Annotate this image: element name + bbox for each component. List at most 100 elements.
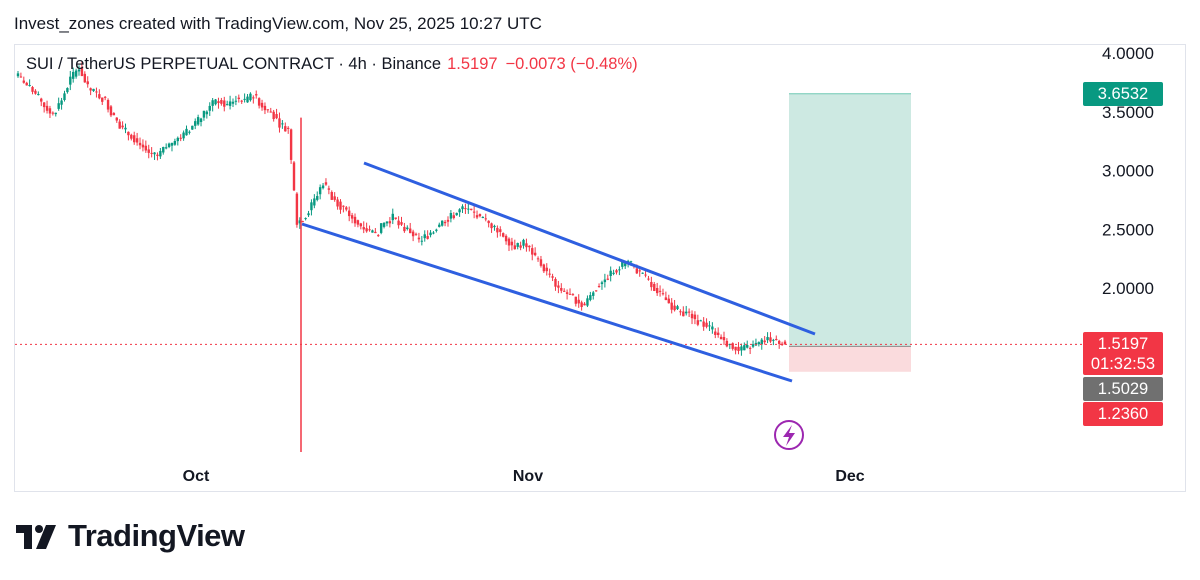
candle-body — [440, 220, 444, 226]
candle-body — [211, 100, 214, 106]
candle-body — [374, 231, 377, 234]
candle-body — [487, 220, 490, 224]
candle-body — [420, 240, 424, 242]
candle-body — [255, 94, 258, 96]
candle-body — [464, 208, 467, 210]
alert-bolt-icon[interactable] — [774, 420, 804, 450]
candle-body — [650, 281, 653, 288]
candle-body — [95, 91, 98, 93]
candle-body — [307, 213, 310, 216]
candle-body — [385, 221, 389, 224]
channel-upper-line[interactable] — [363, 161, 816, 336]
candle-body — [257, 98, 261, 106]
candle-body — [737, 346, 740, 351]
candle-body — [281, 123, 284, 125]
x-tick-label: Nov — [513, 468, 543, 485]
candle-body — [685, 311, 688, 314]
candle-body — [316, 196, 319, 200]
candle-body — [414, 233, 418, 235]
candle-body — [760, 339, 763, 345]
stop-price-tag-text: 1.2360 — [1098, 405, 1148, 423]
price-tags: 3.6532 1.5197 01:32:53 1.5029 1.2360 — [1083, 82, 1163, 426]
candle-body — [568, 293, 572, 295]
candle-body — [621, 261, 624, 267]
target-price-tag-text: 3.6532 — [1098, 85, 1148, 103]
candle-body — [618, 269, 621, 271]
candle-body — [133, 135, 136, 143]
candle-body — [609, 270, 612, 277]
candle-body — [435, 229, 438, 231]
candle-body — [664, 297, 668, 301]
candle-body — [127, 131, 130, 136]
position-zones — [789, 93, 911, 372]
candle-body — [371, 230, 374, 233]
candle-body — [475, 215, 479, 218]
candle-body — [772, 339, 775, 341]
last-price-tag-text: 01:32:53 — [1091, 355, 1155, 373]
candle-body — [522, 239, 525, 246]
candle-body — [141, 144, 145, 148]
candle-body — [377, 235, 380, 237]
candle-body — [429, 232, 432, 236]
candle-body — [426, 236, 429, 239]
candle-body — [284, 126, 287, 132]
candle-body — [159, 150, 162, 157]
candle-body — [638, 270, 641, 272]
candle-body — [199, 118, 203, 123]
y-tick-label: 2.0000 — [1102, 279, 1154, 298]
candle-body — [624, 263, 627, 267]
candle-body — [519, 245, 522, 248]
candle-body — [121, 125, 124, 128]
candle-body — [34, 90, 37, 94]
candle-body — [266, 109, 270, 111]
candle-body — [423, 234, 426, 239]
candle-body — [167, 143, 171, 147]
candle-body — [321, 185, 325, 189]
candle-body — [304, 218, 307, 220]
candle-body — [339, 201, 342, 210]
candle-body — [525, 243, 528, 248]
candle-body — [205, 111, 209, 115]
candle-body — [496, 227, 499, 233]
candle-body — [228, 101, 232, 106]
candle-body — [240, 100, 243, 102]
candle-body — [173, 141, 177, 145]
stop-zone[interactable] — [789, 346, 911, 372]
candle-body — [214, 99, 217, 105]
candle-body — [690, 313, 694, 319]
candle-body — [298, 220, 302, 224]
y-tick-label: 2.5000 — [1102, 220, 1154, 239]
candle-body — [106, 100, 110, 110]
candle-body — [780, 343, 784, 346]
candle-body — [333, 196, 336, 200]
candle-body — [153, 152, 156, 155]
channel-lower-line[interactable] — [301, 222, 793, 383]
candle-body — [162, 146, 165, 153]
candle-body — [48, 108, 52, 114]
candle-body — [615, 270, 618, 273]
candle-body — [54, 112, 57, 115]
candle-body — [577, 299, 580, 304]
candle-body — [19, 76, 23, 78]
candle-body — [272, 111, 275, 120]
candle-body — [481, 216, 485, 218]
entry-price-tag-text: 1.5029 — [1098, 380, 1148, 398]
candle-body — [130, 134, 133, 139]
chart-frame — [14, 44, 1186, 492]
candle-body — [705, 322, 708, 327]
candle-body — [194, 121, 197, 126]
candle-body — [382, 222, 386, 227]
candle-body — [286, 127, 290, 129]
candle-body — [562, 290, 566, 292]
candle-body — [103, 96, 107, 98]
tradingview-logo-icon — [16, 525, 56, 549]
target-zone[interactable] — [789, 93, 911, 347]
candle-body — [716, 332, 720, 335]
candle-body — [510, 241, 514, 246]
candle-body — [362, 227, 365, 230]
candle-body — [499, 229, 502, 232]
candle-body — [516, 243, 519, 247]
candle-body — [269, 111, 272, 113]
candle-body — [40, 98, 43, 102]
